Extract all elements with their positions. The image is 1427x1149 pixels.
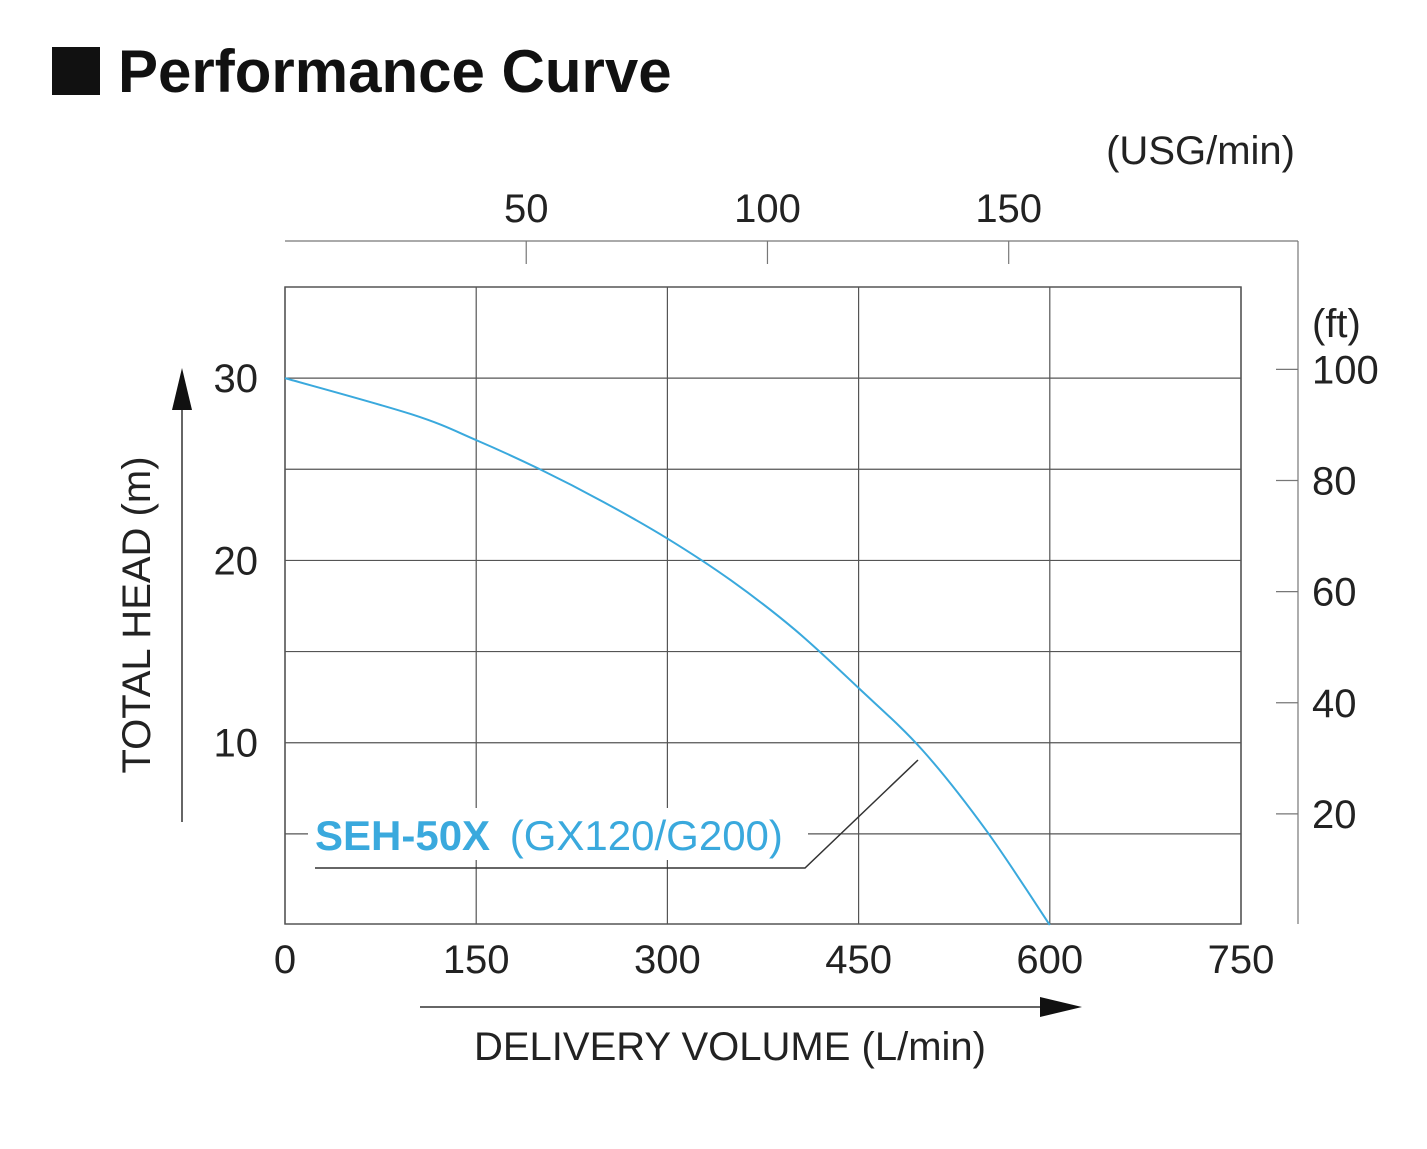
right-axis-unit: (ft) (1312, 302, 1361, 346)
top-tick-label: 100 (734, 187, 801, 231)
x-tick-label: 600 (1016, 938, 1083, 982)
y-tick-label: 30 (214, 357, 259, 401)
right-tick-label: 80 (1312, 460, 1357, 504)
x-tick-label: 0 (274, 938, 296, 982)
title-square-icon (52, 47, 100, 95)
right-tick-label: 40 (1312, 682, 1357, 726)
y-axis-arrow-icon (172, 368, 192, 410)
x-axis-label: DELIVERY VOLUME (L/min) (474, 1025, 986, 1069)
chart-title: Performance Curve (118, 38, 672, 105)
right-tick-label: 20 (1312, 793, 1357, 837)
right-tick-label: 100 (1312, 348, 1379, 392)
series-annotation: SEH-50X (GX120/G200) (315, 812, 783, 859)
annotation-leader-line (315, 759, 919, 869)
y-axis-label: TOTAL HEAD (m) (115, 456, 159, 773)
x-tick-label: 450 (825, 938, 892, 982)
annotation-bg (308, 808, 808, 860)
y-tick-label: 20 (214, 539, 259, 583)
top-tick-label: 150 (975, 187, 1042, 231)
series-engine: (GX120/G200) (510, 812, 783, 859)
x-tick-label: 150 (443, 938, 510, 982)
right-tick-label: 60 (1312, 571, 1357, 615)
x-tick-label: 300 (634, 938, 701, 982)
top-axis-unit: (USG/min) (1106, 129, 1295, 173)
axes: 0 150 300 450 600 750 10 20 30 50 100 150 20 40 60 80 10… (172, 187, 1379, 1017)
top-tick-label: 50 (504, 187, 549, 231)
series-line-seh-50x (284, 377, 1051, 926)
y-tick-label: 10 (214, 722, 259, 766)
x-axis-arrow-icon (1040, 997, 1082, 1017)
series (284, 377, 1051, 926)
series-model: SEH-50X (315, 812, 490, 859)
grid (284, 286, 1242, 925)
x-tick-label: 750 (1208, 938, 1275, 982)
